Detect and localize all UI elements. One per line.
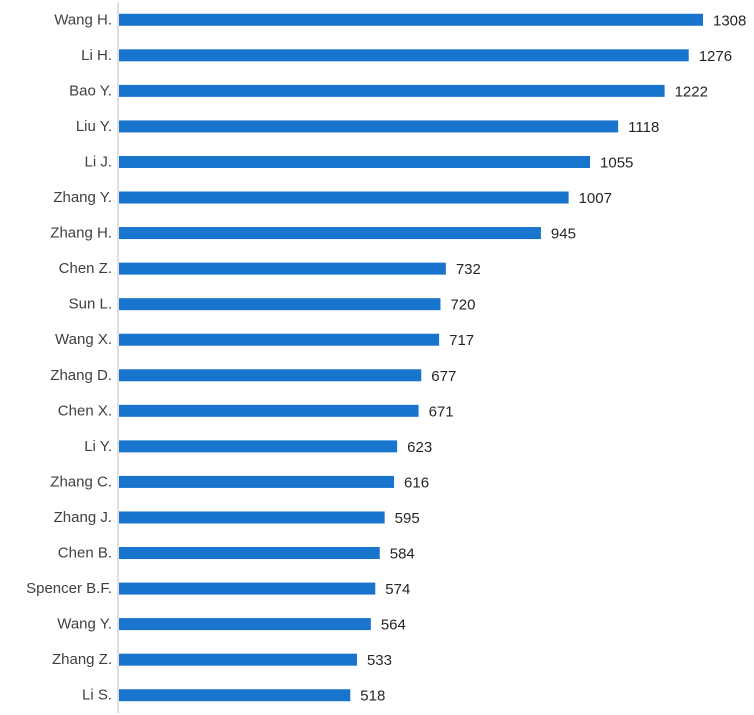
value-label-16: 574 [385,581,410,598]
value-label-15: 584 [390,546,415,563]
value-label-6: 945 [551,226,576,243]
category-label-6: Zhang H. [50,225,112,242]
bar-5 [119,191,569,204]
value-label-8: 720 [450,297,475,314]
category-label-14: Zhang J. [54,509,112,526]
value-label-0: 1308 [713,12,746,29]
value-label-12: 623 [407,439,432,456]
bar-14 [119,511,385,524]
bar-16 [119,582,376,595]
category-label-18: Zhang Z. [52,651,112,668]
bar-10 [119,369,422,382]
bars-group [119,13,703,702]
value-label-3: 1118 [628,119,659,136]
value-label-5: 1007 [579,190,612,207]
bar-6 [119,227,541,240]
value-label-2: 1222 [675,83,708,100]
bar-19 [119,689,351,702]
value-label-10: 677 [431,368,456,385]
value-label-4: 1055 [600,154,633,171]
value-label-7: 732 [456,261,481,278]
bar-17 [119,618,371,631]
category-label-17: Wang Y. [57,616,112,633]
category-label-13: Zhang C. [50,473,112,490]
value-label-19: 518 [360,688,385,705]
bar-0 [119,13,703,26]
category-label-11: Chen X. [58,402,112,419]
bar-2 [119,84,665,97]
value-label-14: 595 [395,510,420,527]
bar-18 [119,653,357,666]
category-label-3: Liu Y. [76,118,112,135]
bar-9 [119,333,440,346]
value-labels-group: 1308 1276 1222 1118 1055 1007 945 732 720 717 677 6… [360,12,746,704]
category-labels-group: Wang H. Li H. Bao Y. Liu Y. Li J. Zhang Y. Zha… [26,11,112,703]
bar-7 [119,262,446,275]
category-label-5: Zhang Y. [53,189,112,206]
category-label-2: Bao Y. [69,82,112,99]
category-label-4: Li J. [84,153,112,170]
category-label-12: Li Y. [84,438,112,455]
value-label-11: 671 [429,403,454,420]
bar-12 [119,440,398,453]
bar-13 [119,475,395,488]
category-label-16: Spencer B.F. [26,580,112,597]
category-label-19: Li S. [82,687,112,704]
category-label-7: Chen Z. [59,260,112,277]
category-label-15: Chen B. [58,545,112,562]
bar-15 [119,547,380,560]
category-label-10: Zhang D. [50,367,112,384]
value-label-13: 616 [404,474,429,491]
bar-4 [119,155,591,168]
bar-3 [119,120,619,133]
value-label-18: 533 [367,652,392,669]
category-label-8: Sun L. [69,296,112,313]
bar-8 [119,298,441,311]
bar-1 [119,49,689,62]
category-label-1: Li H. [81,47,112,64]
category-label-0: Wang H. [54,11,112,28]
value-label-1: 1276 [699,48,732,65]
category-label-9: Wang X. [55,331,112,348]
value-label-17: 564 [381,617,406,634]
value-label-9: 717 [449,332,474,349]
bar-11 [119,404,419,417]
